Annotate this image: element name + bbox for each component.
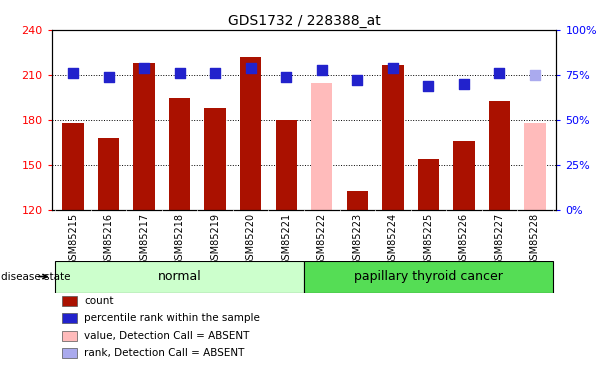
Text: GSM85221: GSM85221 <box>282 213 291 266</box>
Point <box>353 77 362 83</box>
Point <box>459 81 469 87</box>
Bar <box>418 159 439 210</box>
Bar <box>304 261 553 292</box>
Text: GSM85218: GSM85218 <box>174 213 185 266</box>
Title: GDS1732 / 228388_at: GDS1732 / 228388_at <box>227 13 381 28</box>
Text: disease state: disease state <box>1 272 71 282</box>
Point <box>68 70 78 76</box>
Text: GSM85222: GSM85222 <box>317 213 326 266</box>
Text: count: count <box>85 296 114 306</box>
Point <box>388 65 398 71</box>
Text: GSM85217: GSM85217 <box>139 213 149 266</box>
Text: percentile rank within the sample: percentile rank within the sample <box>85 313 260 323</box>
Text: value, Detection Call = ABSENT: value, Detection Call = ABSENT <box>85 331 250 341</box>
Bar <box>382 64 404 210</box>
Bar <box>133 63 155 210</box>
Bar <box>275 120 297 210</box>
Point <box>494 70 504 76</box>
Point <box>210 70 220 76</box>
Point <box>139 65 149 71</box>
Bar <box>489 100 510 210</box>
Bar <box>62 296 77 306</box>
Point <box>424 83 434 89</box>
Text: GSM85219: GSM85219 <box>210 213 220 266</box>
Text: GSM85216: GSM85216 <box>103 213 114 266</box>
Text: rank, Detection Call = ABSENT: rank, Detection Call = ABSENT <box>85 348 245 358</box>
Point <box>104 74 114 80</box>
Bar <box>204 108 226 210</box>
Bar <box>169 98 190 210</box>
Text: papillary thyroid cancer: papillary thyroid cancer <box>354 270 503 283</box>
Text: GSM85225: GSM85225 <box>423 213 434 266</box>
Text: normal: normal <box>157 270 201 283</box>
Bar <box>98 138 119 210</box>
Point <box>282 74 291 80</box>
Bar <box>347 190 368 210</box>
Bar <box>240 57 261 210</box>
Bar <box>453 141 475 210</box>
Bar <box>62 314 77 323</box>
Text: GSM85226: GSM85226 <box>459 213 469 266</box>
Text: GSM85224: GSM85224 <box>388 213 398 266</box>
Bar <box>62 331 77 341</box>
Bar <box>62 348 77 358</box>
Point <box>530 72 540 78</box>
Text: GSM85220: GSM85220 <box>246 213 256 266</box>
Point <box>317 67 326 73</box>
Bar <box>55 261 304 292</box>
Bar <box>311 82 333 210</box>
Bar <box>524 123 545 210</box>
Text: GSM85215: GSM85215 <box>68 213 78 266</box>
Text: GSM85227: GSM85227 <box>494 213 505 266</box>
Point <box>174 70 184 76</box>
Bar <box>63 123 84 210</box>
Text: GSM85223: GSM85223 <box>352 213 362 266</box>
Point <box>246 65 255 71</box>
Text: GSM85228: GSM85228 <box>530 213 540 266</box>
